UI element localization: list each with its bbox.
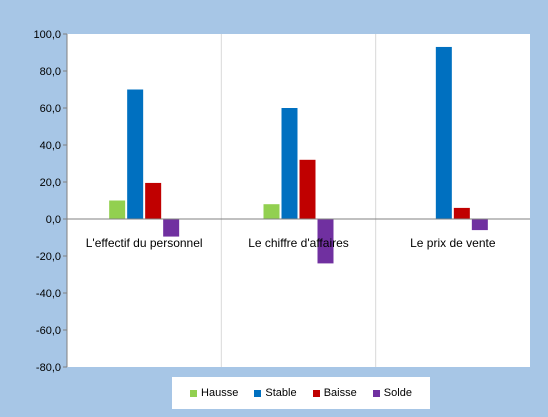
y-tick-label: -40,0 xyxy=(36,288,61,300)
bar-baisse xyxy=(453,207,470,219)
bar-baisse xyxy=(145,182,162,219)
legend-item-baisse: Baisse xyxy=(312,387,357,399)
y-tick-label: -80,0 xyxy=(36,362,61,374)
legend-swatch xyxy=(312,389,320,397)
y-tick-label: -20,0 xyxy=(36,251,61,263)
bar-hausse xyxy=(109,200,126,219)
legend-item-stable: Stable xyxy=(254,387,297,399)
bar-solde xyxy=(163,219,180,237)
legend-item-solde: Solde xyxy=(372,387,412,399)
plot-area xyxy=(67,34,530,367)
category-label: L'effectif du personnel xyxy=(86,236,203,250)
bar-hausse xyxy=(263,204,280,219)
legend-swatch xyxy=(190,389,198,397)
category-label: Le prix de vente xyxy=(410,236,496,250)
y-tick-label: -60,0 xyxy=(36,325,61,337)
legend-label: Solde xyxy=(383,387,412,399)
legend-swatch xyxy=(372,389,380,397)
bar-baisse xyxy=(299,159,316,219)
y-tick-label: 100,0 xyxy=(33,29,61,41)
bar-stable xyxy=(127,89,144,219)
bar-stable xyxy=(281,108,298,219)
legend-label: Hausse xyxy=(201,387,239,399)
y-tick-label: 20,0 xyxy=(40,177,61,189)
bar-stable xyxy=(435,46,452,220)
bar-solde xyxy=(317,219,334,264)
legend-item-hausse: Hausse xyxy=(190,387,238,399)
y-tick-label: 60,0 xyxy=(40,103,61,115)
bar-solde xyxy=(471,219,488,231)
legend-label: Stable xyxy=(265,387,297,399)
y-tick-label: 0,0 xyxy=(46,214,61,226)
y-tick-label: 40,0 xyxy=(40,140,61,152)
category-label: Le chiffre d'affaires xyxy=(248,236,349,250)
legend-label: Baisse xyxy=(323,387,357,399)
y-tick-label: 80,0 xyxy=(40,66,61,78)
legend-swatch xyxy=(254,389,262,397)
chart-legend: Hausse Stable Baisse Solde xyxy=(172,377,430,409)
